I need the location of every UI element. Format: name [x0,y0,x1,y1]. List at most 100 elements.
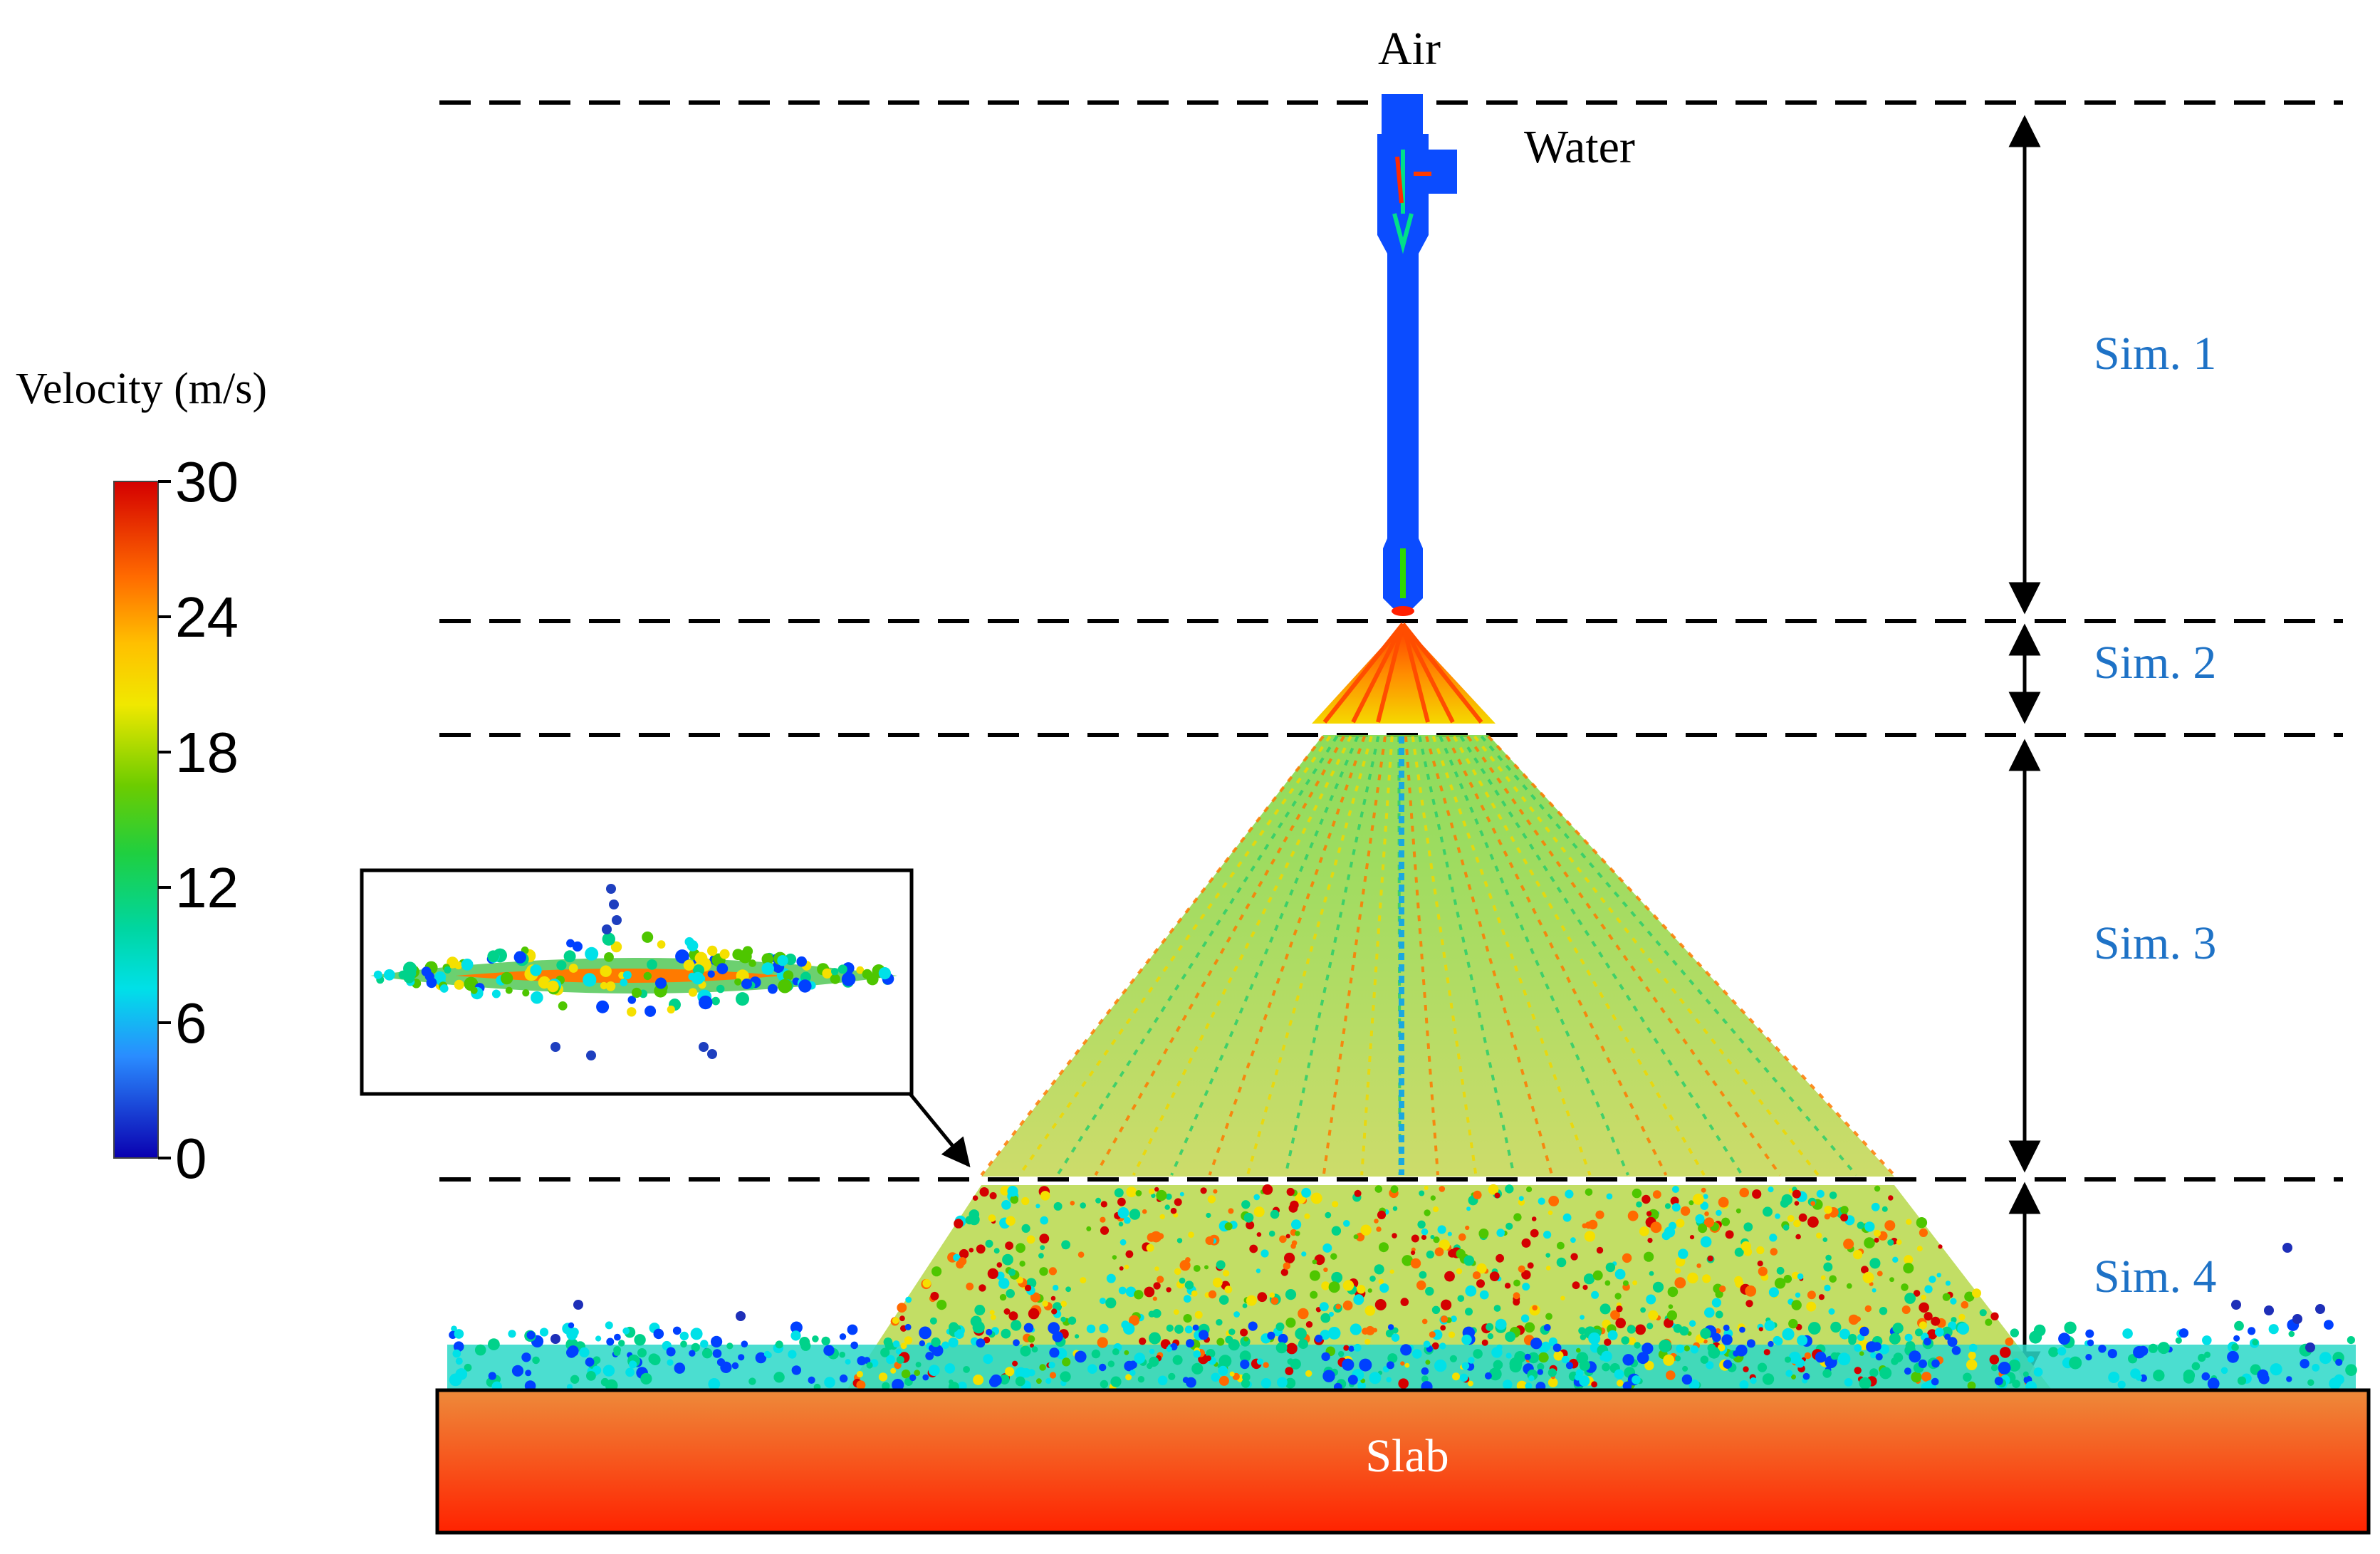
droplet [1216,1337,1225,1346]
surface-droplet [790,1321,803,1334]
surface-droplet [1614,1369,1624,1380]
droplet [1080,1277,1087,1284]
droplet [1829,1191,1837,1199]
surface-droplet [2233,1335,2240,1342]
surface-droplet [892,1340,900,1347]
droplet [1377,1210,1387,1219]
droplet [1704,1211,1709,1216]
droplet [1174,1268,1181,1276]
droplet [1125,1374,1132,1381]
surface-droplet [1439,1342,1446,1350]
droplet [1193,1265,1201,1272]
droplet [1489,1271,1500,1281]
inset-droplet [491,989,501,998]
droplet [1528,1352,1540,1364]
inset-droplet [522,989,530,997]
surface-droplet [605,1321,613,1330]
droplet [1617,1380,1624,1387]
droplet [1003,1308,1011,1315]
surface-droplet [1870,1352,1877,1359]
impingement-spray [447,1184,2357,1393]
surface-droplet [922,1374,929,1381]
droplet [1301,1187,1311,1198]
droplet [1734,1276,1743,1285]
droplet [1100,1201,1107,1208]
surface-droplet [1785,1370,1793,1377]
droplet [1441,1299,1452,1310]
inset-droplet [719,949,730,959]
surface-droplet [1320,1330,1330,1340]
surface-droplet [1386,1361,1394,1370]
surface-droplet [672,1326,682,1335]
surface-droplet [1797,1335,1808,1346]
droplet [1007,1186,1018,1197]
surface-droplet [1528,1375,1535,1382]
droplet [1764,1320,1775,1331]
droplet [1354,1189,1362,1197]
surface-droplet [464,1363,472,1372]
surface-droplet [1924,1337,1931,1346]
droplet [1505,1222,1513,1230]
surface-droplet [1359,1358,1372,1372]
surface-droplet [1733,1350,1740,1357]
droplet [1884,1220,1896,1231]
droplet [1179,1260,1191,1271]
surface-droplet [1892,1323,1904,1334]
surface-droplet [712,1349,722,1358]
surface-droplet [2157,1342,2170,1355]
droplet [1028,1308,1040,1320]
droplet [1060,1300,1067,1307]
droplet [1670,1196,1679,1206]
droplet [1768,1187,1774,1193]
droplet [1739,1187,1749,1198]
surface-droplet [1580,1334,1587,1340]
surface-droplet [2098,1345,2107,1353]
surface-droplet [570,1375,580,1384]
droplet [1518,1265,1525,1273]
droplet [1752,1189,1762,1199]
droplet [1745,1285,1757,1297]
surface-droplet [925,1352,934,1360]
surface-droplet [1579,1360,1590,1371]
droplet [1100,1380,1109,1389]
droplet [1522,1283,1530,1291]
surface-droplet [1338,1350,1345,1357]
surface-droplet [2227,1350,2239,1363]
droplet [1125,1286,1137,1298]
droplet [1153,1282,1161,1290]
surface-droplet [1524,1353,1531,1360]
surface-droplet [2202,1335,2212,1345]
droplet [899,1315,905,1322]
droplet [1919,1321,1927,1330]
surface-droplet [896,1355,904,1364]
droplet [1100,1216,1106,1223]
surface-droplet [1607,1330,1618,1340]
droplet [1911,1371,1922,1383]
inset-droplet [470,986,478,994]
droplet [1869,1258,1881,1269]
droplet [1674,1268,1681,1274]
droplet [1229,1371,1235,1377]
droplet [1118,1221,1124,1227]
droplet [1649,1271,1654,1276]
surface-droplet [1689,1380,1700,1390]
cone-streak [1411,736,1478,1176]
surface-droplet [1525,1382,1533,1390]
droplet [1301,1251,1307,1257]
surface-droplet [999,1374,1010,1384]
surface-droplet [2108,1372,2120,1383]
inset-droplet [444,966,452,974]
droplet [1538,1197,1545,1205]
cone-streak [1360,736,1394,1176]
surface-droplet [679,1331,689,1341]
droplet [1795,1292,1801,1298]
droplet [1774,1278,1786,1289]
surface-droplet [1134,1352,1146,1364]
droplet [930,1291,939,1300]
droplet [1770,1248,1778,1256]
droplet [1652,1190,1661,1199]
droplet [1824,1284,1831,1292]
inset-droplet [831,968,839,976]
surface-droplet [700,1340,709,1348]
surface-droplet [455,1368,468,1380]
